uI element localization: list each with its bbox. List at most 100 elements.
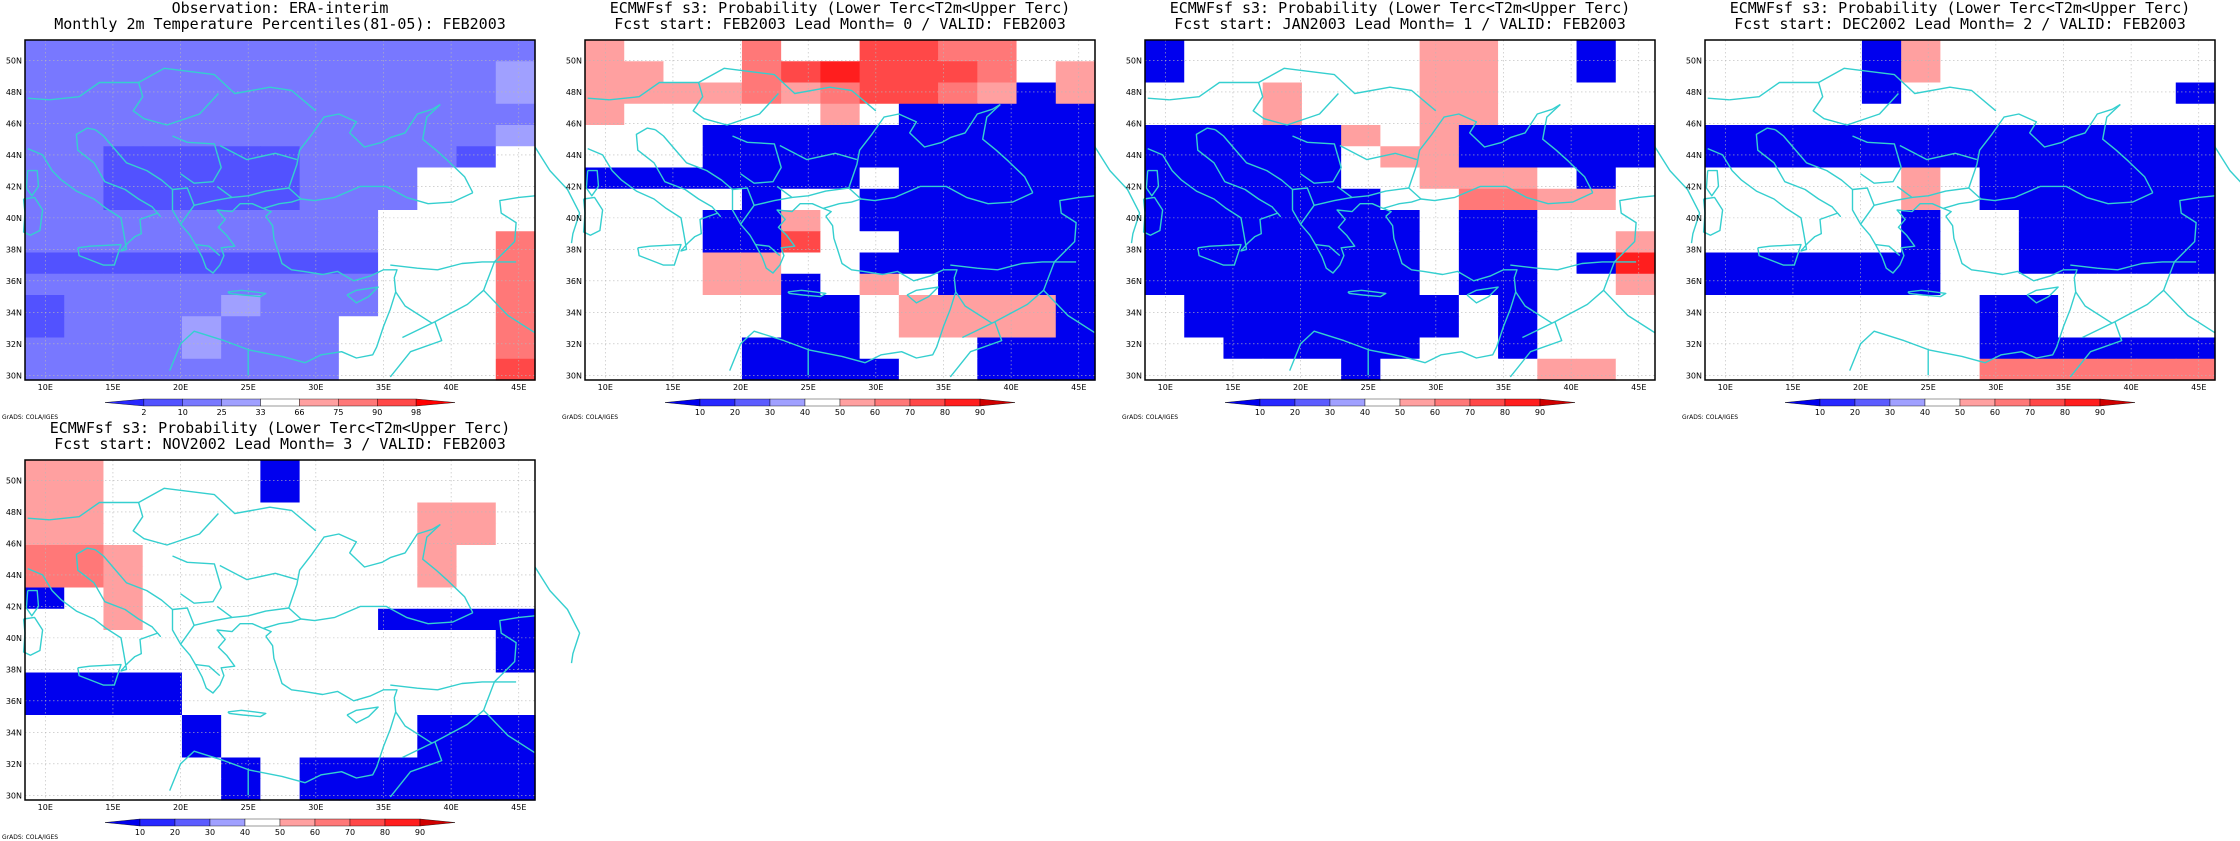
grid-cell — [221, 736, 261, 759]
colorbar-label: 40 — [1920, 408, 1930, 417]
grid-cell — [1301, 358, 1342, 381]
grid-cell — [624, 61, 665, 84]
grid-cell — [1979, 146, 2020, 169]
grid-cell — [299, 736, 340, 759]
grid-cell — [1380, 295, 1421, 317]
grid-cell — [378, 103, 418, 126]
grid-cell — [25, 460, 65, 482]
grid-cell — [624, 358, 665, 381]
grid-cell — [417, 608, 458, 631]
lat-tick-label: 44N — [6, 571, 22, 580]
grid-cell — [1458, 337, 1499, 360]
grid-cell — [1705, 125, 1745, 147]
lat-tick-label: 44N — [1126, 151, 1142, 160]
grid-cell — [1262, 273, 1303, 296]
grid-cell — [260, 103, 301, 126]
coast-line — [779, 144, 858, 161]
grid-cell — [898, 295, 939, 317]
coast-line — [1289, 215, 1518, 371]
colorbar-label: 60 — [870, 408, 880, 417]
grid-cell — [260, 61, 301, 84]
coast-line — [27, 97, 50, 101]
lat-tick-label: 36N — [1126, 277, 1142, 286]
lon-tick-label: 20E — [1853, 383, 1868, 392]
grid-cell — [338, 82, 379, 105]
colorbar-label: 80 — [940, 408, 950, 417]
grid-cell — [2136, 316, 2177, 339]
grid-cell — [338, 672, 379, 695]
grid-cell — [181, 523, 222, 546]
grid-cell — [663, 103, 704, 126]
coast-line — [1980, 185, 2154, 205]
grid-cell — [299, 566, 340, 589]
grid-cell — [181, 608, 222, 631]
grid-cell — [456, 778, 497, 801]
coast-line — [1968, 103, 2121, 189]
grid-cell — [1979, 210, 2020, 232]
grid-cell — [1016, 40, 1057, 62]
grid-cell — [702, 82, 743, 105]
grid-cell — [142, 460, 183, 482]
grid-cell — [859, 316, 900, 339]
grid-cell — [741, 188, 782, 211]
grid-cell — [938, 295, 978, 317]
coast-line — [860, 185, 1034, 205]
grid-cell — [1223, 337, 1264, 360]
grid-cell — [495, 358, 536, 381]
grid-cell — [938, 273, 978, 296]
grid-cell — [417, 651, 458, 674]
grid-cell — [1783, 103, 1824, 126]
grid-cell — [624, 252, 665, 275]
lon-tick-label: 20E — [173, 383, 188, 392]
grid-cell — [260, 460, 301, 482]
panel-subtitle: Monthly 2m Temperature Percentiles(81-05… — [54, 15, 506, 33]
grid-cell — [417, 778, 458, 801]
colorbar-label: 80 — [2060, 408, 2070, 417]
grid-cell — [456, 61, 497, 84]
grid-cell — [103, 757, 144, 780]
grid-cell — [1744, 125, 1785, 147]
grid-cell — [1262, 40, 1303, 62]
grid-cell — [1016, 273, 1057, 296]
grid-cell — [495, 316, 536, 339]
grid-cell — [338, 146, 379, 169]
grid-cell — [417, 757, 458, 780]
grid-cell — [1184, 358, 1225, 381]
coast-line — [1420, 185, 1594, 205]
grid-cell — [181, 566, 222, 589]
grid-cell — [2175, 188, 2216, 211]
grid-cell — [1822, 358, 1863, 381]
lon-tick-label: 40E — [1004, 383, 1019, 392]
coast-line — [1705, 169, 1720, 197]
grid-cell — [25, 273, 65, 296]
coast-line — [49, 487, 317, 532]
grid-cell — [378, 481, 418, 504]
grid-cell — [1184, 103, 1225, 126]
grid-cell — [299, 82, 340, 105]
grid-cell — [2058, 82, 2098, 105]
grid-cell — [859, 61, 900, 84]
grid-cell — [1705, 295, 1745, 317]
colorbar-swatch — [415, 398, 456, 407]
coast-line — [25, 169, 40, 197]
grid-cell — [103, 651, 144, 674]
grid-cell — [456, 358, 497, 381]
grid-cell — [25, 252, 65, 275]
lon-tick-label: 10E — [598, 383, 613, 392]
lon-tick-label: 40E — [1564, 383, 1579, 392]
coast-line — [227, 289, 267, 298]
grid-cell — [1341, 61, 1381, 84]
grid-cell — [221, 210, 261, 232]
grid-cell — [181, 460, 222, 482]
colorbar-label: 90 — [2095, 408, 2105, 417]
colorbar-swatch — [1994, 398, 2031, 407]
grid-cell — [1223, 358, 1264, 381]
grid-cell — [142, 693, 183, 716]
grid-cell — [585, 103, 625, 126]
grid-cell — [25, 210, 65, 232]
coast-line — [654, 129, 832, 274]
coast-line — [585, 169, 600, 197]
grid-cell — [1301, 40, 1342, 62]
lon-tick-label: 35E — [2056, 383, 2071, 392]
colorbar-swatch — [1784, 398, 1821, 407]
